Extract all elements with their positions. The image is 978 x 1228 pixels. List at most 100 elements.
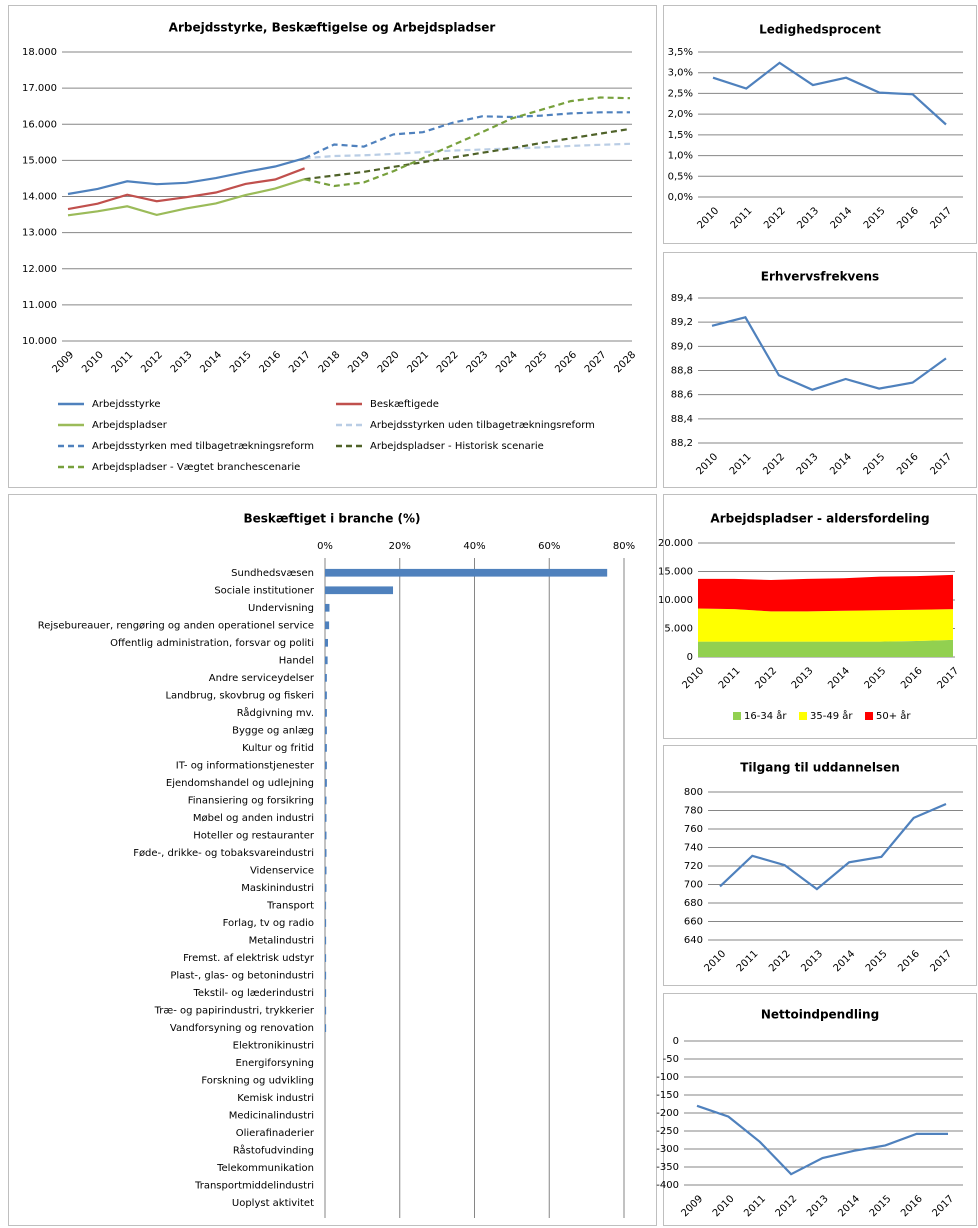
- y-tick-label: 3,0%: [668, 68, 693, 79]
- bar: [325, 989, 327, 997]
- y-tick-label: 89,0: [671, 341, 693, 352]
- y-tick-label: Handel: [279, 655, 314, 666]
- y-tick-label: 88,6: [671, 390, 693, 401]
- y-tick-label: 2,0%: [668, 109, 693, 120]
- series-line: [304, 111, 630, 160]
- bar: [325, 919, 327, 927]
- y-tick-label: 14.000: [22, 192, 57, 203]
- y-tick-label: Offentlig administration, forsvar og pol…: [110, 638, 314, 649]
- chart-title: Arbejdsstyrke, Beskæftigelse og Arbejdsp…: [169, 21, 496, 35]
- y-tick-label: 700: [684, 880, 703, 891]
- y-tick-label: Metalindustri: [249, 936, 314, 947]
- y-tick-label: Andre serviceydelser: [209, 673, 315, 684]
- y-tick-label: 18.000: [22, 47, 57, 58]
- y-tick-label: Hoteller og restauranter: [193, 830, 315, 841]
- y-tick-label: 5.000: [664, 624, 693, 635]
- panel: [663, 993, 977, 1226]
- y-tick-label: 15.000: [658, 567, 693, 578]
- y-tick-label: Kultur og fritid: [242, 743, 314, 754]
- y-tick-label: Uoplyst aktivitet: [232, 1198, 314, 1209]
- bar: [325, 954, 327, 962]
- series-line: [711, 316, 947, 391]
- y-tick-label: 89,2: [671, 317, 693, 328]
- bar: [325, 814, 327, 822]
- legend-label: Beskæftigede: [370, 399, 439, 410]
- bar: [325, 1006, 327, 1015]
- x-tick-label: 80%: [613, 541, 635, 552]
- bar: [325, 603, 330, 612]
- legend-label: Arbejdsstyrken uden tilbagetrækningsrefo…: [370, 420, 595, 431]
- x-tick-label: 40%: [463, 541, 485, 552]
- y-tick-label: Forskning og udvikling: [201, 1076, 314, 1087]
- area: [698, 639, 953, 657]
- y-tick-label: 2,5%: [668, 88, 693, 99]
- y-tick-label: IT- og informationstjenester: [176, 760, 315, 771]
- y-tick-label: Olierafinaderier: [236, 1128, 315, 1139]
- y-tick-label: Telekommunikation: [216, 1163, 314, 1174]
- x-tick-label: 60%: [538, 541, 560, 552]
- series-line: [304, 142, 631, 160]
- y-tick-label: Plast-, glas- og betonindustri: [170, 971, 314, 982]
- y-tick-label: Maskinindustri: [241, 883, 314, 894]
- y-tick-label: Undervisning: [248, 603, 314, 614]
- series-line: [67, 167, 305, 211]
- legend-label: Arbejdspladser - Vægtet branchescenarie: [92, 462, 300, 473]
- y-tick-label: 680: [684, 898, 703, 909]
- y-tick-label: Tekstil- og læderindustri: [192, 988, 314, 999]
- y-tick-label: -250: [656, 1126, 679, 1137]
- series-line: [67, 178, 305, 217]
- series-line: [712, 61, 947, 126]
- y-tick-label: 760: [684, 824, 703, 835]
- y-tick-label: Videnservice: [250, 865, 314, 876]
- chart-title: Erhvervsfrekvens: [761, 270, 879, 284]
- bar: [325, 691, 327, 700]
- y-tick-label: Råstofudvinding: [233, 1144, 314, 1157]
- series-line: [304, 127, 631, 181]
- legend-label: 50+ år: [876, 709, 911, 722]
- y-tick-label: 0: [673, 1036, 679, 1047]
- y-tick-label: Bygge og anlæg: [232, 725, 314, 736]
- y-tick-label: Energiforsyning: [235, 1058, 314, 1069]
- bar: [325, 656, 328, 665]
- y-tick-label: Sundhedsvæsen: [231, 568, 314, 579]
- bar: [325, 796, 327, 805]
- legend-swatch: [733, 712, 741, 720]
- bar: [325, 884, 327, 892]
- chart-title: Ledighedsprocent: [759, 23, 881, 37]
- y-tick-label: 640: [684, 935, 703, 946]
- bar: [325, 849, 327, 857]
- bar: [325, 1024, 327, 1032]
- bar: [325, 971, 327, 980]
- area: [698, 608, 953, 642]
- chart-title: Arbejdspladser - aldersfordeling: [710, 512, 929, 526]
- y-tick-label: 89,4: [671, 293, 693, 304]
- y-tick-label: 0,5%: [668, 171, 693, 182]
- y-tick-label: Medicinalindustri: [229, 1111, 314, 1122]
- y-tick-label: 740: [684, 843, 703, 854]
- y-tick-label: 11.000: [22, 300, 57, 311]
- x-tick-label: 20%: [389, 541, 411, 552]
- y-tick-label: -350: [656, 1162, 679, 1173]
- y-tick-label: -300: [656, 1144, 679, 1155]
- y-tick-label: 10.000: [22, 336, 57, 347]
- legend-label: Arbejdspladser - Historisk scenarie: [370, 441, 544, 452]
- y-tick-label: 3,5%: [668, 47, 693, 58]
- y-tick-label: Træ- og papirindustri, trykkerier: [154, 1006, 315, 1017]
- legend-label: 35-49 år: [810, 709, 853, 722]
- y-tick-label: -200: [656, 1108, 679, 1119]
- y-tick-label: 88,8: [671, 366, 693, 377]
- bar: [325, 638, 328, 647]
- y-tick-label: 20.000: [658, 538, 693, 549]
- chart-title: Tilgang til uddannelsen: [740, 761, 900, 775]
- bar: [325, 709, 327, 717]
- y-tick-label: Landbrug, skovbrug og fiskeri: [165, 690, 314, 701]
- y-tick-label: 13.000: [22, 228, 57, 239]
- bar: [325, 586, 394, 595]
- legend-swatch: [799, 712, 807, 720]
- panel: [663, 5, 977, 244]
- panel: [8, 494, 657, 1226]
- bar: [325, 866, 327, 875]
- y-tick-label: Rejsebureauer, rengøring og anden operat…: [38, 620, 314, 631]
- y-tick-label: 780: [684, 806, 703, 817]
- y-tick-label: Kemisk industri: [237, 1093, 314, 1104]
